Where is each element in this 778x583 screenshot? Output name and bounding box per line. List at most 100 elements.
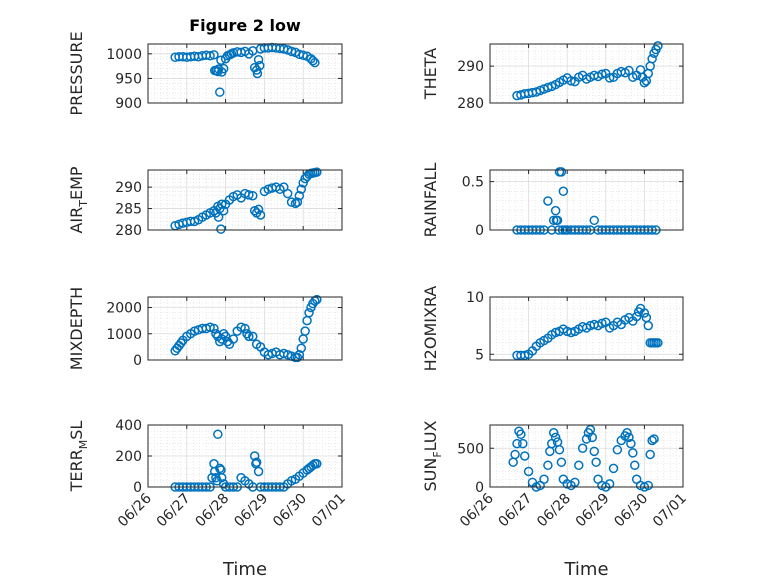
data-point — [215, 463, 225, 474]
axes-frame — [489, 424, 684, 488]
data-point — [597, 69, 607, 79]
data-point — [647, 435, 657, 446]
y-tick-label: 0 — [475, 223, 484, 239]
data-point — [240, 323, 250, 334]
y-tick-label: 0 — [133, 480, 142, 496]
data-point — [639, 77, 650, 88]
data-point — [228, 334, 239, 344]
data-point — [647, 54, 657, 64]
data-point — [628, 448, 638, 458]
chart-title: Figure 2 low — [189, 16, 301, 35]
y-tick-label: 10 — [466, 290, 484, 306]
data-point — [643, 320, 654, 331]
data-point — [552, 215, 563, 226]
data-point — [539, 474, 549, 484]
y-tick-label: 900 — [115, 96, 142, 112]
data-point — [548, 215, 559, 226]
data-point — [577, 443, 588, 453]
data-point — [550, 205, 561, 216]
data-point — [581, 434, 592, 444]
data-point — [566, 327, 576, 338]
data-point — [589, 446, 599, 457]
data-point — [213, 64, 224, 74]
data-point — [209, 50, 219, 60]
data-point — [292, 352, 303, 363]
y-tick-label: 1000 — [106, 47, 142, 63]
x-tick-label: 06/30 — [611, 491, 651, 531]
axes-frame — [489, 296, 684, 361]
data-point — [624, 432, 634, 443]
data-point — [253, 54, 264, 65]
data-point — [523, 466, 534, 477]
data-point — [550, 327, 561, 338]
data-point — [205, 51, 215, 61]
y-axis-label-rest: LUX — [421, 420, 440, 451]
data-point — [589, 215, 599, 226]
data-point — [213, 429, 223, 440]
data-point — [516, 429, 526, 440]
y-tick-label: 5 — [475, 347, 484, 363]
panel-pressure: 900 950 1000 PRESSURE Figure 2 low — [67, 16, 343, 116]
data-point — [519, 451, 530, 461]
data-point — [519, 350, 530, 361]
x-tick-label: 06/27 — [496, 491, 536, 531]
y-tick-label: 200 — [115, 449, 142, 465]
x-axis-label: Time — [563, 559, 608, 580]
data-point — [608, 463, 619, 474]
data-point — [556, 167, 567, 177]
data-series-terr_msl — [170, 429, 322, 492]
axes-frame — [147, 296, 343, 361]
panel-mixdepth: 0 1000 2000 MIXDEPTH — [67, 287, 343, 370]
x-axis-label: Time — [222, 559, 267, 580]
y-tick-label: 400 — [115, 418, 142, 434]
data-point — [310, 57, 320, 68]
data-point — [282, 188, 293, 199]
data-series-theta — [512, 41, 663, 101]
data-point — [312, 167, 322, 177]
data-point — [566, 76, 576, 86]
y-tick-label: 290 — [457, 59, 484, 75]
data-point — [643, 480, 654, 491]
panel-rainfall: 0 0.5 RAINFALL — [421, 163, 684, 239]
data-point — [209, 466, 220, 477]
data-point — [604, 479, 615, 489]
y-axis-label-main: SUN — [421, 458, 440, 492]
data-point — [294, 190, 305, 201]
data-point — [253, 466, 264, 477]
data-point — [649, 434, 659, 444]
x-tick-label: 07/01 — [650, 491, 690, 531]
data-point — [312, 294, 322, 305]
data-point — [249, 62, 260, 73]
data-point — [543, 460, 553, 471]
data-point — [612, 445, 623, 455]
y-axis-label: AIRTEMP — [67, 166, 90, 233]
y-tick-label: 500 — [457, 441, 484, 457]
data-point — [244, 190, 254, 200]
x-tick-label: 06/26 — [457, 490, 497, 530]
data-point — [216, 472, 227, 483]
axes-frame — [147, 424, 343, 488]
data-point — [630, 460, 640, 471]
y-axis-label-subscript: T — [77, 200, 90, 208]
y-axis-label: SUNFLUX — [421, 420, 444, 491]
data-point — [550, 432, 561, 443]
y-axis-label-subscript: F — [431, 451, 444, 457]
panel-h2omixra: 5 10 H2OMIXRA — [421, 286, 684, 371]
data-point — [304, 308, 314, 318]
data-point — [251, 457, 262, 467]
x-tick-label: 06/27 — [154, 491, 194, 531]
y-tick-label: 280 — [457, 96, 484, 112]
y-axis-label-rest: EMP — [67, 166, 86, 200]
x-tick-label: 06/26 — [115, 490, 155, 530]
x-tick-label: 06/28 — [193, 491, 233, 531]
y-axis-label: PRESSURE — [67, 31, 86, 115]
data-point — [604, 73, 615, 83]
data-point — [597, 318, 607, 329]
y-tick-label: 1000 — [106, 327, 142, 343]
x-tick-label: 07/01 — [309, 491, 349, 531]
y-axis-label: RAINFALL — [421, 163, 440, 238]
data-point — [556, 457, 567, 467]
y-tick-label: 285 — [115, 202, 142, 218]
